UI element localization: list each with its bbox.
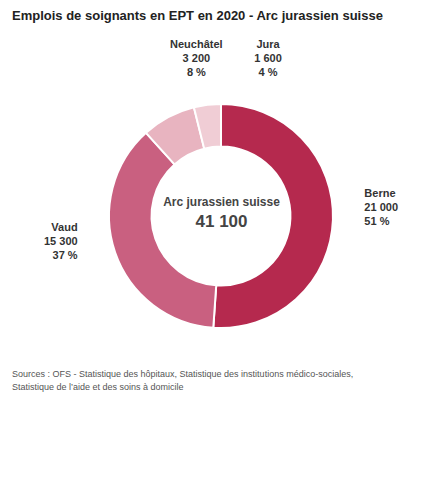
html-text:Statistique de l’aide et des s: Statistique de l’aide et des soins à dom… (12, 382, 184, 392)
html-text:Emplois de soignants en EPT en: Emplois de soignants en EPT en 2020 - Ar… (12, 8, 383, 23)
svg-text:Jura1 6004 %: Jura1 6004 % (254, 38, 282, 78)
html-text:Sources : OFS - Statistique de: Sources : OFS - Statistique des hôpitaux… (12, 369, 354, 379)
svg-text:Vaud15 30037 %: Vaud15 30037 % (44, 221, 78, 261)
html-text:Arc jurassien suisse: Arc jurassien suisse (163, 195, 280, 209)
svg-text:Neuchâtel3 2008 %: Neuchâtel3 2008 % (170, 38, 223, 78)
html-text:41 100: 41 100 (195, 212, 248, 231)
svg-text:Berne21 00051 %: Berne21 00051 % (364, 187, 398, 227)
